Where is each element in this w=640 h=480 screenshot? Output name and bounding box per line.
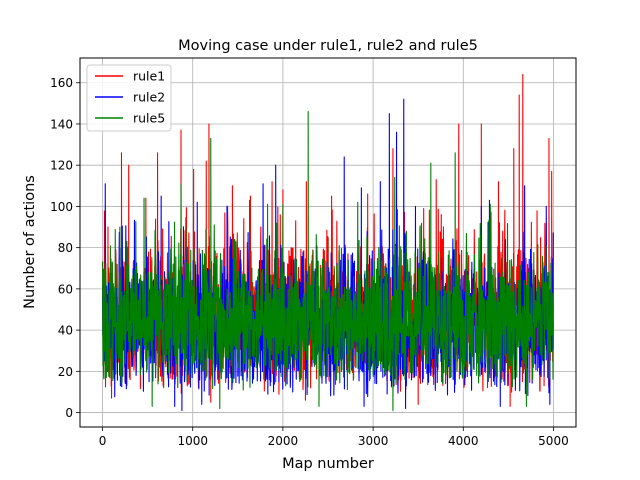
x-tick-label: 0 [99,434,107,448]
plot-frame [79,57,577,428]
chart-title: Moving case under rule1, rule2 and rule5 [178,38,478,54]
x-tick-label: 5000 [538,434,569,448]
y-axis-label: Number of actions [22,175,38,309]
x-axis-label: Map number [282,456,374,472]
y-tick-label: 0 [65,406,73,420]
legend-box [86,64,172,132]
y-tick-label: 40 [58,324,73,338]
y-tick-label: 20 [58,365,73,379]
y-tick-label: 100 [50,200,73,214]
legend-label-rule5: rule5 [133,111,165,126]
y-tick-label: 80 [58,241,73,255]
x-tick-label: 2000 [268,434,299,448]
y-tick-label: 60 [58,282,73,296]
legend: rule1 rule2 rule5 [86,64,172,132]
legend-label-rule1: rule1 [133,69,165,84]
y-tick-label: 140 [50,117,73,131]
y-tick-label: 120 [50,159,73,173]
x-tick-label: 4000 [448,434,479,448]
series-line-rule5 [102,111,554,412]
y-tick-label: 160 [50,76,73,90]
series-group [102,73,554,412]
axis-ticks: 0 1000 2000 3000 4000 5000 0 20 40 60 80 100 120 140 1… [50,76,569,448]
x-tick-label: 3000 [358,434,389,448]
legend-label-rule2: rule2 [133,90,165,105]
x-tick-label: 1000 [177,434,208,448]
